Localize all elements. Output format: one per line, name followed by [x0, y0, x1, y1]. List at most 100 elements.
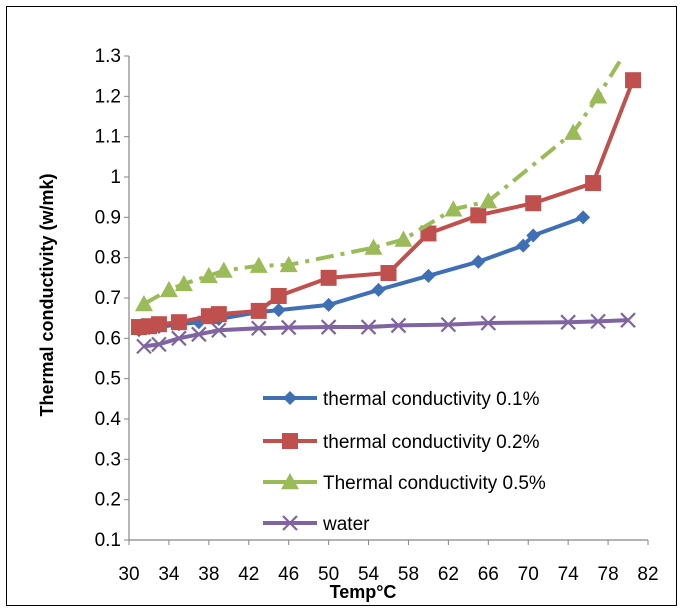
- data-point-triangle: [159, 280, 178, 298]
- data-point-x: [136, 338, 152, 355]
- data-point-x: [151, 336, 167, 353]
- legend-item-4: water: [263, 514, 370, 535]
- data-point-square: [210, 306, 227, 323]
- legend-marker-triangle: [281, 473, 299, 490]
- data-point-triangle: [589, 87, 608, 104]
- data-point-diamond: [321, 297, 336, 312]
- legend-marker-diamond: [283, 391, 297, 405]
- data-point-triangle: [199, 266, 218, 284]
- data-point-triangle: [394, 230, 413, 247]
- data-point-x: [171, 330, 187, 347]
- data-point-square: [525, 195, 542, 212]
- legend-item-3: Thermal conductivity 0.5%: [263, 473, 546, 494]
- x-tick-label: 66: [478, 564, 499, 585]
- data-point-x: [480, 315, 497, 331]
- data-point-x: [620, 312, 636, 328]
- y-tick-label: 0.8: [95, 248, 121, 269]
- x-tick-label: 34: [158, 564, 180, 585]
- x-axis-title: Temp°C: [330, 582, 397, 602]
- data-point-square: [380, 264, 397, 281]
- legend-marker-x: [282, 515, 298, 531]
- x-tick-label: 78: [598, 564, 619, 585]
- y-tick-label: 0.4: [95, 409, 122, 430]
- data-point-x: [280, 319, 297, 336]
- y-tick-label: 1: [110, 167, 121, 188]
- x-tick-label: 42: [238, 564, 259, 585]
- y-tick-label: 0.2: [95, 490, 121, 511]
- x-tick-label: 30: [118, 564, 139, 585]
- legend-label: water: [322, 514, 370, 535]
- y-axis-title: Thermal conductivity (w/mk): [37, 173, 57, 416]
- data-point-diamond: [516, 238, 531, 253]
- legend-label: thermal conductivity 0.1%: [323, 389, 540, 410]
- data-point-triangle: [174, 274, 193, 292]
- data-point-x: [250, 320, 267, 337]
- x-tick-label: 38: [198, 564, 219, 585]
- y-tick-labels: 0.1 0.2 0.3 0.4 0.5 0.6 0.7 0.8 0.9 1 1.1 1.2 1.3: [95, 46, 122, 551]
- y-tick-label: 1.3: [95, 46, 121, 67]
- y-tick-label: 0.9: [95, 207, 121, 228]
- data-point-x: [440, 316, 457, 333]
- data-point-diamond: [371, 282, 386, 297]
- data-point-diamond: [576, 210, 591, 225]
- x-tick-label: 62: [438, 564, 459, 585]
- y-tick-label: 1.1: [95, 127, 121, 148]
- x-tick-label: 50: [318, 564, 339, 585]
- legend-label: thermal conductivity 0.2%: [323, 432, 540, 453]
- data-point-square: [585, 175, 602, 192]
- data-point-square: [270, 287, 287, 304]
- data-point-triangle: [249, 256, 268, 273]
- data-point-triangle: [564, 123, 583, 140]
- chart-frame: 0.1 0.2 0.3 0.4 0.5 0.6 0.7 0.8 0.9 1 1.1 1.2 1.3 30…: [6, 6, 677, 606]
- x-tick-label: 82: [637, 564, 658, 585]
- data-point-square: [170, 314, 187, 331]
- data-point-x: [191, 326, 207, 343]
- y-tick-label: 1.2: [95, 86, 121, 107]
- data-point-diamond: [471, 254, 486, 269]
- data-point-x: [211, 322, 227, 339]
- data-point-square: [250, 302, 267, 319]
- series-layer: [130, 54, 642, 355]
- data-point-x: [560, 314, 576, 330]
- data-point-triangle: [279, 255, 298, 273]
- data-point-x: [320, 319, 337, 335]
- data-point-x: [360, 319, 377, 335]
- data-point-square: [320, 269, 337, 286]
- legend-label: Thermal conductivity 0.5%: [323, 473, 546, 494]
- axes: [124, 55, 649, 545]
- series-2: [130, 72, 642, 336]
- data-point-square: [420, 225, 437, 242]
- x-tick-label: 58: [398, 564, 419, 585]
- series-line: [138, 79, 635, 330]
- data-point-triangle: [134, 295, 153, 312]
- data-point-triangle: [364, 238, 383, 255]
- x-tick-labels: 30 34 38 42 46 50 54 58 62 66 70 74 78 82: [118, 564, 658, 585]
- data-point-square: [470, 207, 487, 224]
- y-tick-label: 0.5: [95, 369, 121, 390]
- data-point-diamond: [526, 228, 541, 243]
- data-point-x: [590, 313, 606, 330]
- data-point-triangle: [444, 200, 463, 217]
- y-tick-label: 0.3: [95, 449, 121, 470]
- x-tick-label: 74: [558, 564, 580, 585]
- legend: thermal conductivity 0.1% thermal conduct…: [263, 389, 546, 535]
- data-point-square: [625, 72, 642, 89]
- data-point-diamond: [271, 303, 286, 318]
- y-tick-label: 0.1: [95, 530, 121, 551]
- data-point-square: [150, 316, 167, 333]
- line-chart: 0.1 0.2 0.3 0.4 0.5 0.6 0.7 0.8 0.9 1 1.1 1.2 1.3 30…: [37, 46, 659, 602]
- legend-marker-square: [282, 433, 298, 449]
- y-tick-label: 0.7: [95, 288, 121, 309]
- x-tick-label: 46: [278, 564, 299, 585]
- data-point-x: [390, 317, 407, 334]
- series-4: [136, 312, 636, 355]
- data-point-diamond: [421, 268, 436, 283]
- legend-item-1: thermal conductivity 0.1%: [263, 389, 540, 410]
- data-point-triangle: [479, 192, 498, 209]
- x-tick-label: 70: [518, 564, 539, 585]
- series-3: [134, 54, 625, 312]
- y-tick-label: 0.6: [95, 328, 121, 349]
- x-tick-label: 54: [358, 564, 380, 585]
- data-point-triangle: [214, 261, 233, 278]
- legend-item-2: thermal conductivity 0.2%: [263, 432, 540, 453]
